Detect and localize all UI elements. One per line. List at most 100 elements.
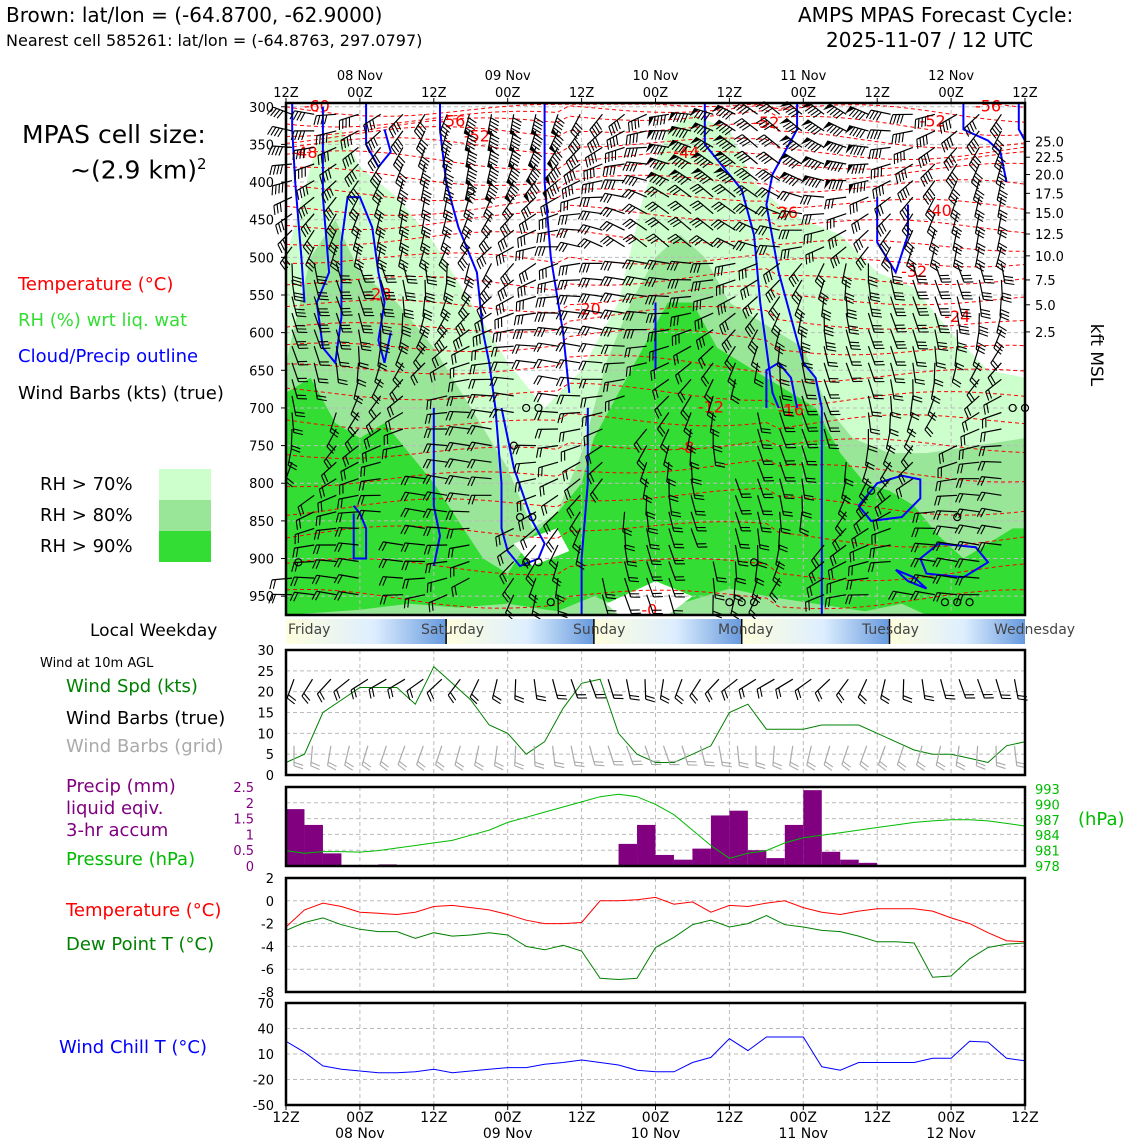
barb-feather — [421, 212, 431, 219]
x-bottom-tick-label: 12Z — [716, 1110, 743, 1126]
legend-dewpoint: Dew Point T (°C) — [66, 934, 215, 955]
barb-feather — [387, 281, 397, 283]
temperature-contour — [285, 137, 1026, 160]
barb-feather — [689, 263, 694, 273]
barb-feather — [683, 113, 689, 123]
barb-feather — [564, 187, 568, 198]
barb-feather — [443, 159, 453, 166]
barb-feather — [667, 279, 672, 289]
barb-feather — [392, 143, 400, 153]
wind-barb — [268, 593, 293, 604]
barb-feather — [668, 760, 679, 762]
barb-feather — [441, 149, 450, 156]
barb-feather — [537, 312, 543, 322]
barb-feather — [342, 457, 347, 468]
barb-feather — [513, 315, 517, 326]
wind-barb — [447, 544, 470, 558]
barb-flag — [465, 195, 474, 204]
barb-feather — [693, 263, 698, 273]
barb-feather — [349, 173, 355, 183]
grid-wind-barb — [859, 745, 869, 771]
barb-feather — [564, 450, 566, 461]
barb-feather — [364, 278, 374, 280]
barb-feather — [724, 177, 734, 184]
barb-feather — [694, 188, 704, 195]
barb-feather — [652, 351, 654, 361]
barb-feather — [292, 548, 295, 558]
barb-feather — [448, 411, 454, 421]
barb-feather — [695, 510, 705, 513]
barb-feather — [362, 308, 373, 310]
barb-feather — [577, 238, 585, 247]
wind-barb — [335, 362, 348, 386]
wind-barb — [291, 329, 309, 349]
barb-feather — [553, 140, 561, 148]
barb-feather — [564, 214, 568, 225]
barb-feather — [444, 475, 451, 485]
barb-feather — [295, 311, 306, 314]
wind-barb — [535, 295, 559, 308]
barb-feather — [378, 541, 384, 551]
barb-feather — [496, 556, 501, 566]
wind-barb — [373, 196, 385, 223]
barb-feather — [650, 332, 654, 342]
barb-feather — [295, 308, 305, 311]
barb-feather — [545, 544, 553, 553]
barb-feather — [602, 382, 606, 393]
weekday-friday: Friday — [288, 622, 331, 638]
barb-feather — [517, 288, 520, 298]
barb-feather — [688, 235, 697, 242]
wind-barb — [578, 360, 603, 371]
barb-feather — [556, 228, 561, 238]
cloud-outline — [703, 103, 780, 409]
barb-feather — [533, 359, 539, 368]
barb-feather — [447, 382, 451, 393]
wind-barb — [289, 591, 315, 602]
barb-feather — [448, 426, 454, 436]
barb-feather — [584, 183, 587, 194]
wind-barb — [579, 196, 603, 208]
barb-feather — [652, 609, 662, 611]
barb-feather — [363, 466, 366, 476]
barb-flag — [712, 151, 724, 158]
barb-feather — [385, 315, 395, 318]
barb-feather — [495, 537, 498, 547]
barb-feather — [700, 111, 707, 121]
barb-feather — [607, 261, 613, 271]
wind-barb — [511, 344, 536, 355]
barb-staff — [523, 180, 537, 197]
wind-barb — [487, 130, 500, 155]
barb-feather — [581, 326, 587, 336]
barb-feather — [559, 310, 565, 320]
barb-feather — [488, 127, 498, 134]
barb-feather — [603, 327, 609, 337]
wind-barb — [651, 378, 670, 401]
barb-feather — [337, 591, 343, 601]
barb-feather — [519, 301, 521, 311]
barb-feather — [687, 764, 698, 766]
barb-feather — [321, 347, 331, 349]
barb-feather — [523, 208, 529, 218]
barb-feather — [543, 205, 547, 215]
barb-feather — [635, 441, 642, 451]
barb-feather — [699, 175, 708, 182]
barb-feather — [421, 245, 430, 252]
barb-feather — [649, 174, 657, 182]
barb-feather — [558, 432, 562, 443]
barb-feather — [674, 143, 682, 152]
temperature-contour-label: -20 — [575, 300, 601, 319]
barb-feather — [613, 760, 623, 763]
barb-feather — [539, 447, 543, 458]
barb-feather — [562, 243, 569, 253]
barb-feather — [455, 327, 461, 337]
barb-feather — [423, 308, 433, 314]
barb-feather — [371, 177, 379, 186]
barb-feather — [426, 459, 432, 469]
grid-wind-barb — [607, 745, 624, 766]
barb-feather — [634, 147, 638, 158]
barb-feather — [514, 698, 524, 704]
barb-feather — [583, 241, 591, 249]
barb-feather — [322, 134, 325, 144]
barb-feather — [721, 126, 730, 134]
barb-feather — [652, 313, 657, 323]
